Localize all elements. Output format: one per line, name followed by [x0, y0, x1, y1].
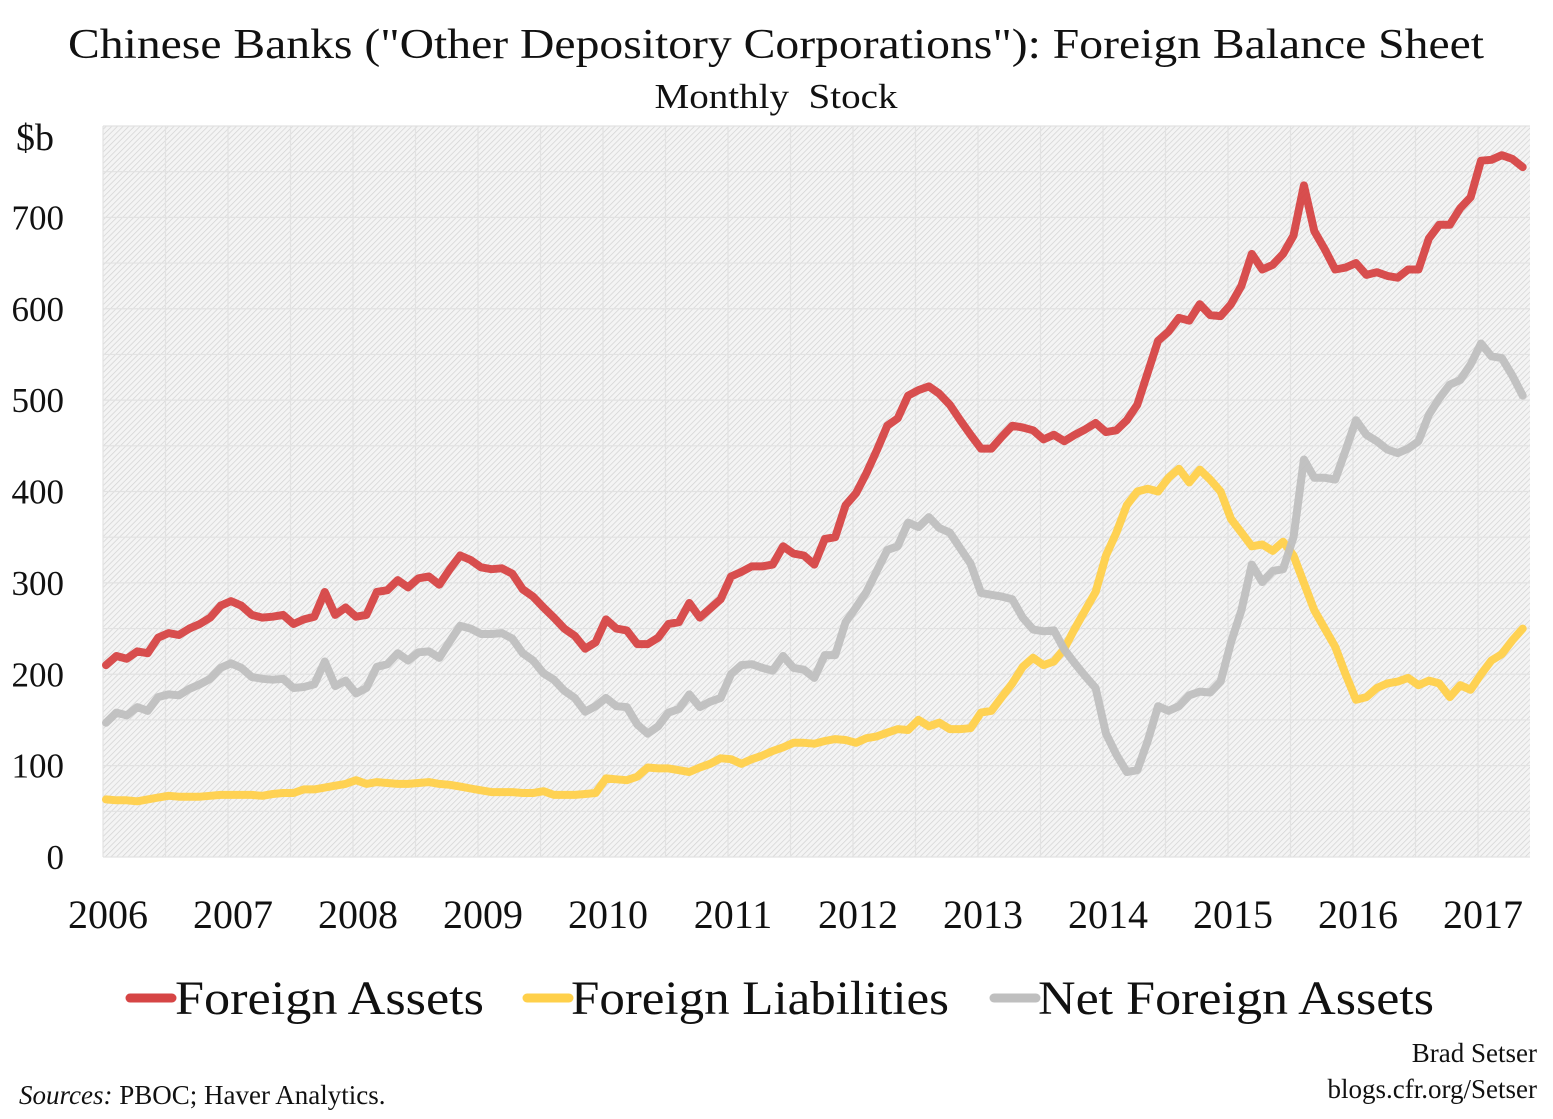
y-tick-label: 100 [12, 747, 65, 786]
x-tick-label: 2008 [318, 892, 398, 937]
x-tick-label: 2013 [943, 892, 1023, 937]
source-url: blogs.cfr.org/Setser [1328, 1074, 1537, 1104]
x-tick-label: 2006 [68, 892, 148, 937]
x-tick-label: 2009 [443, 892, 523, 937]
x-tick-label: 2012 [818, 892, 898, 937]
legend-label: Foreign Liabilities [571, 972, 949, 1025]
legend-label: Net Foreign Assets [1038, 972, 1434, 1025]
legend: Foreign Assets Foreign Liabilities Net For… [125, 972, 1434, 1025]
x-tick-label: 2015 [1193, 892, 1273, 937]
y-tick-label: 200 [12, 655, 65, 694]
x-tick-label: 2010 [568, 892, 648, 937]
y-tick-label: 500 [12, 381, 65, 420]
sources-label: Sources: [19, 1080, 112, 1110]
y-axis-ticks: 0 100 200 300 400 500 600 700 [12, 198, 65, 877]
x-tick-label: 2014 [1068, 892, 1148, 937]
y-tick-label: 400 [12, 473, 65, 512]
series-lines [102, 151, 1527, 806]
y-tick-label: 600 [12, 290, 65, 329]
sources-text: PBOC; Haver Analytics. [112, 1080, 385, 1110]
x-axis-ticks: 2006 2007 2008 2009 2010 2011 2012 2013 2014 2015… [68, 892, 1523, 937]
x-tick-label: 2011 [694, 892, 773, 937]
chart-title: Chinese Banks ("Other Depository Corpora… [68, 22, 1484, 68]
y-axis-label: $b [16, 117, 54, 159]
x-tick-label: 2007 [193, 892, 273, 937]
gridlines [102, 125, 1530, 858]
y-tick-label: 700 [12, 198, 65, 237]
legend-item: Foreign Liabilities [522, 972, 949, 1025]
legend-item: Foreign Assets [125, 972, 484, 1025]
series-line-foreign-assets [102, 151, 1527, 670]
legend-item: Net Foreign Assets [989, 972, 1434, 1025]
chart-subtitle: Monthly Stock [655, 77, 899, 116]
series-line-net-foreign-assets [102, 339, 1527, 776]
y-tick-label: 300 [12, 564, 65, 603]
legend-label: Foreign Assets [175, 972, 484, 1025]
sources-note: Sources: PBOC; Haver Analytics. [19, 1080, 385, 1110]
x-tick-label: 2016 [1318, 892, 1398, 937]
y-tick-label: 0 [47, 838, 65, 877]
x-tick-label: 2017 [1443, 892, 1523, 937]
author-credit: Brad Setser [1412, 1038, 1537, 1068]
